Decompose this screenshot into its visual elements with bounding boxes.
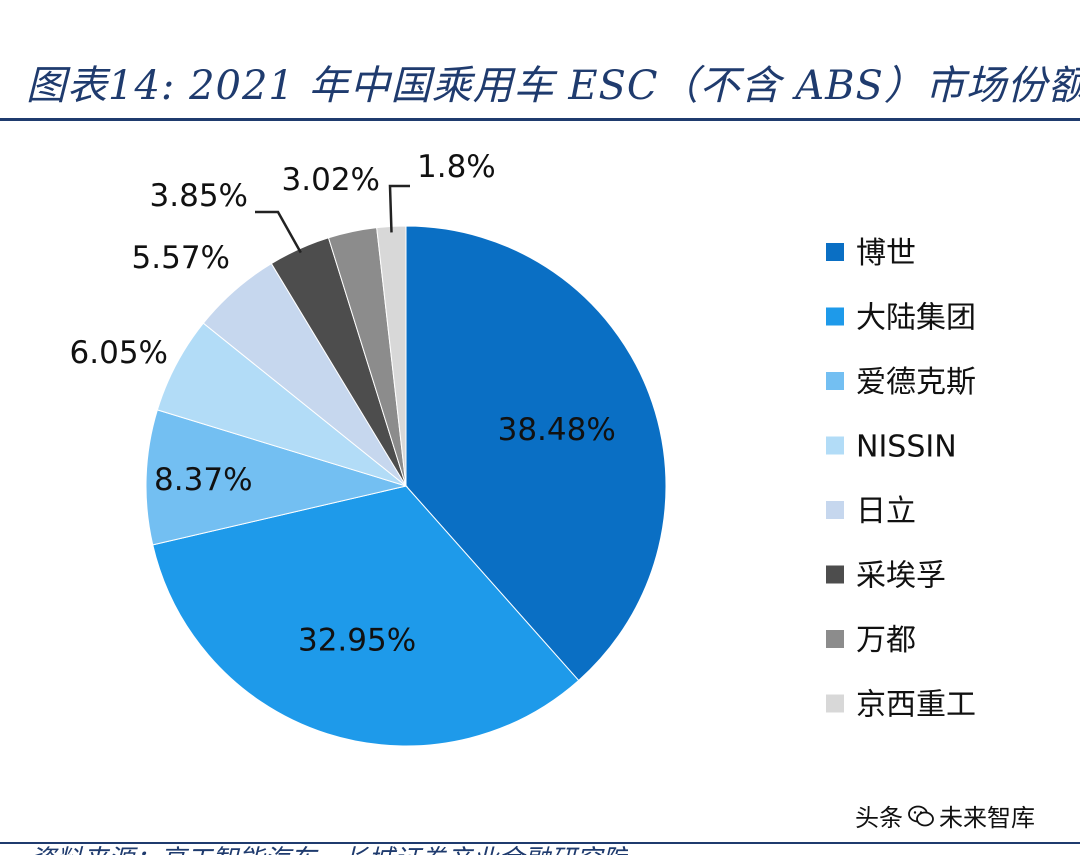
pie-slice-1 bbox=[405, 225, 667, 682]
legend-label-5: 日立 bbox=[856, 494, 916, 529]
legend-label-6: 采埃孚 bbox=[856, 559, 946, 594]
data-label-7: 3.02% bbox=[282, 162, 380, 198]
leader-line-8 bbox=[388, 184, 410, 233]
data-labels: 38.48% 32.95% 8.37% 6.05% 5.57% 3.85% 3.02% 1.8… bbox=[70, 149, 616, 659]
leader-line-6 bbox=[255, 210, 302, 254]
watermark-prefix: 头条 bbox=[855, 804, 903, 832]
data-label-1: 38.48% bbox=[498, 412, 616, 448]
legend-swatch-8 bbox=[826, 694, 844, 713]
legend-label-1: 博世 bbox=[856, 236, 916, 271]
source-note: 资料来源：高工智能汽车，长城证券产业金融研究院 bbox=[30, 843, 628, 855]
legend-swatch-7 bbox=[826, 630, 844, 648]
legend-swatch-4 bbox=[826, 436, 844, 455]
pie-slices bbox=[145, 225, 667, 747]
legend-label-3: 爱德克斯 bbox=[856, 365, 976, 400]
wechat-icon bbox=[908, 805, 934, 826]
legend-swatch-3 bbox=[826, 372, 844, 390]
legend-label-4: NISSIN bbox=[856, 430, 957, 465]
data-label-4: 6.05% bbox=[70, 335, 168, 371]
data-label-3: 8.37% bbox=[154, 462, 252, 498]
data-label-2: 32.95% bbox=[298, 623, 416, 659]
watermark: 头条 未来智库 bbox=[855, 798, 1035, 833]
legend-swatch-5 bbox=[826, 501, 844, 519]
legend-swatch-1 bbox=[826, 243, 844, 261]
title-rule bbox=[0, 118, 1080, 121]
legend-label-2: 大陆集团 bbox=[856, 301, 976, 336]
data-label-5: 5.57% bbox=[132, 240, 230, 276]
page-title: 图表14: 2021 年中国乘用车 ESC（不含 ABS）市场份额 bbox=[26, 63, 1080, 109]
leader-lines bbox=[255, 184, 410, 254]
pie-slice-2 bbox=[152, 485, 580, 747]
data-label-6: 3.85% bbox=[150, 178, 248, 214]
pie-chart: 38.48% 32.95% 8.37% 6.05% 5.57% 3.85% 3.02% 1.8… bbox=[70, 149, 976, 747]
watermark-account: 未来智库 bbox=[939, 804, 1035, 832]
legend-swatch-2 bbox=[826, 307, 844, 326]
legend-swatch-6 bbox=[826, 565, 844, 584]
source-rule bbox=[0, 842, 1080, 844]
pie-slice-3 bbox=[145, 409, 408, 546]
data-label-8: 1.8% bbox=[417, 149, 496, 185]
legend-label-8: 京西重工 bbox=[856, 688, 976, 723]
legend-label-7: 万都 bbox=[856, 623, 916, 658]
